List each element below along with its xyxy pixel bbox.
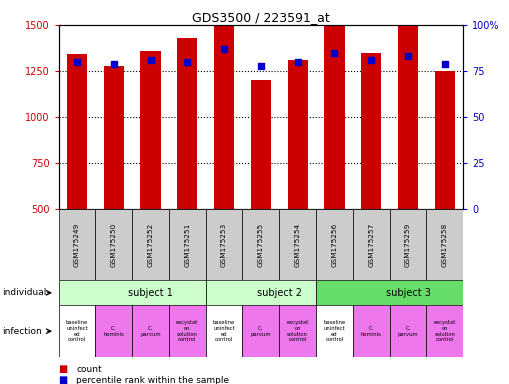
Bar (59, 305, 95, 357)
Bar (59, 280, 206, 305)
Bar (242, 305, 279, 357)
Text: baseline
uninfect
ed
control: baseline uninfect ed control (213, 320, 235, 343)
Text: C.
parvum: C. parvum (140, 326, 161, 337)
Bar (288, 60, 308, 209)
Bar (132, 305, 169, 357)
Point (183, 59, 191, 65)
Bar (353, 305, 389, 357)
Bar (169, 305, 206, 357)
Point (147, 57, 155, 63)
Bar (59, 209, 95, 280)
Text: subject 1: subject 1 (128, 288, 173, 298)
Bar (214, 0, 234, 209)
Bar (389, 305, 427, 357)
Text: subject 2: subject 2 (257, 288, 302, 298)
Text: GSM175258: GSM175258 (442, 223, 448, 267)
Bar (95, 209, 132, 280)
Text: individual: individual (3, 288, 47, 297)
Bar (316, 280, 463, 305)
Bar (67, 55, 87, 209)
Point (441, 61, 449, 67)
Point (257, 63, 265, 69)
Text: GSM175259: GSM175259 (405, 223, 411, 267)
Bar (279, 209, 316, 280)
Text: infection: infection (3, 327, 42, 336)
Point (367, 57, 375, 63)
Bar (361, 53, 381, 209)
Text: baseline
uninfect
ed
control: baseline uninfect ed control (66, 320, 88, 343)
Bar (242, 209, 279, 280)
Text: GSM175257: GSM175257 (368, 223, 374, 267)
Text: GSM175251: GSM175251 (184, 223, 190, 267)
Text: ■: ■ (59, 375, 68, 384)
Bar (104, 66, 124, 209)
Point (220, 46, 228, 52)
Bar (398, 23, 418, 209)
Point (294, 59, 302, 65)
Bar (316, 209, 353, 280)
Text: C.
hominis: C. hominis (103, 326, 124, 337)
Bar (279, 305, 316, 357)
Bar (324, 0, 345, 209)
Bar (251, 80, 271, 209)
Text: excystat
on
solution
control: excystat on solution control (287, 320, 309, 343)
Text: excystat
on
solution
control: excystat on solution control (434, 320, 456, 343)
Text: GSM175250: GSM175250 (111, 223, 117, 267)
Bar (389, 209, 427, 280)
Text: excystat
on
solution
control: excystat on solution control (176, 320, 199, 343)
Point (330, 50, 338, 56)
Text: GSM175255: GSM175255 (258, 223, 264, 267)
Point (73, 59, 81, 65)
Bar (427, 209, 463, 280)
Bar (206, 280, 316, 305)
Text: GSM175252: GSM175252 (148, 223, 154, 267)
Text: GSM175256: GSM175256 (331, 223, 337, 267)
Point (109, 61, 118, 67)
Bar (140, 51, 161, 209)
Text: ■: ■ (59, 364, 68, 374)
Bar (427, 305, 463, 357)
Bar (177, 38, 197, 209)
Title: GDS3500 / 223591_at: GDS3500 / 223591_at (192, 11, 330, 24)
Text: C.
hominis: C. hominis (361, 326, 382, 337)
Text: count: count (76, 365, 102, 374)
Point (404, 53, 412, 60)
Bar (353, 209, 389, 280)
Bar (206, 209, 242, 280)
Text: C.
parvum: C. parvum (398, 326, 418, 337)
Text: C.
parvum: C. parvum (250, 326, 271, 337)
Text: GSM175249: GSM175249 (74, 223, 80, 267)
Text: percentile rank within the sample: percentile rank within the sample (76, 376, 230, 384)
Text: baseline
uninfect
ed
control: baseline uninfect ed control (323, 320, 346, 343)
Bar (206, 305, 242, 357)
Bar (316, 305, 353, 357)
Text: GSM175254: GSM175254 (295, 223, 301, 267)
Bar (132, 209, 169, 280)
Bar (95, 305, 132, 357)
Bar (169, 209, 206, 280)
Bar (435, 71, 455, 209)
Text: GSM175253: GSM175253 (221, 223, 227, 267)
Text: subject 3: subject 3 (386, 288, 431, 298)
